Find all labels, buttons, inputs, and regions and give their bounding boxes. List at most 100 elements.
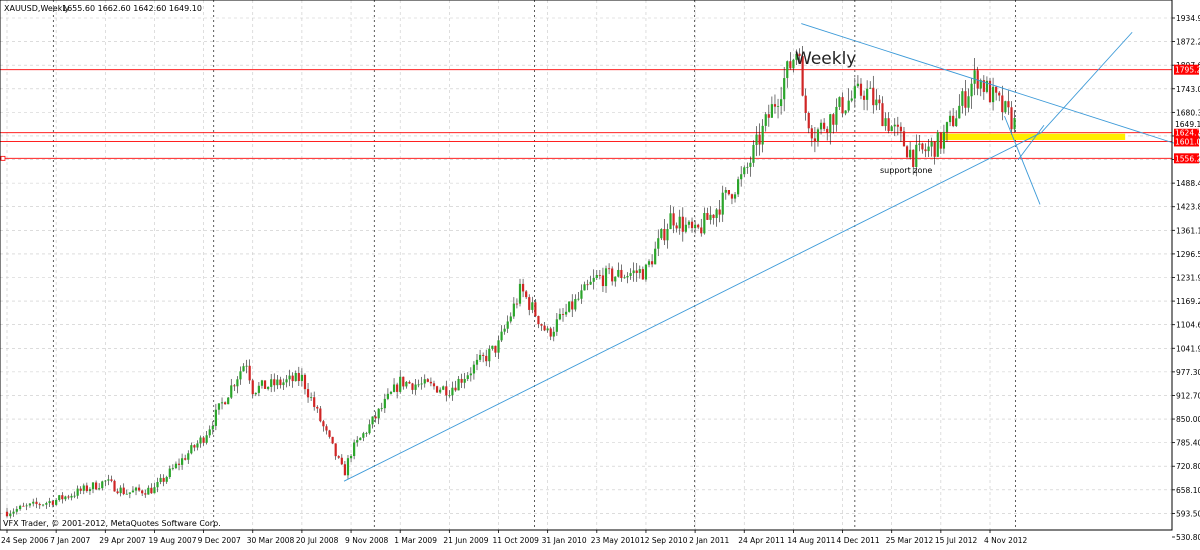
x-tick-label: 1 Mar 2009 bbox=[394, 536, 437, 545]
candle-body bbox=[442, 386, 445, 390]
candle-body bbox=[177, 463, 181, 465]
candle-body bbox=[500, 331, 503, 341]
current-price-tag-bg bbox=[1174, 118, 1199, 129]
candle-body bbox=[675, 225, 678, 229]
x-tick-label: 4 Dec 2011 bbox=[837, 536, 880, 545]
candle-body bbox=[463, 378, 466, 383]
candle-body bbox=[810, 128, 813, 139]
y-tick-label: 720.80 bbox=[1176, 462, 1200, 471]
candle-body bbox=[1001, 95, 1004, 113]
candle-body bbox=[439, 389, 442, 393]
candle-body bbox=[518, 283, 522, 304]
x-tick-label: 7 Jan 2007 bbox=[50, 536, 90, 545]
candle-body bbox=[38, 504, 41, 506]
candle-body bbox=[306, 389, 310, 398]
candle-body bbox=[445, 386, 448, 396]
candle-body bbox=[561, 314, 565, 315]
candle-body bbox=[604, 268, 608, 287]
y-tick-label: 1423.80 bbox=[1176, 203, 1200, 212]
candle-body bbox=[847, 100, 850, 111]
x-tick-label: 15 Jul 2012 bbox=[935, 536, 978, 545]
candle-body bbox=[316, 406, 319, 409]
candle-body bbox=[654, 248, 657, 265]
candle-body bbox=[767, 114, 770, 118]
candle-body bbox=[12, 511, 15, 514]
candle-body bbox=[337, 456, 340, 458]
candle-body bbox=[942, 131, 946, 149]
candle-body bbox=[432, 383, 436, 387]
candle-body bbox=[552, 331, 555, 337]
candle-body bbox=[88, 489, 92, 492]
x-tick-label: 14 Aug 2011 bbox=[787, 536, 835, 545]
candle-body bbox=[303, 374, 307, 390]
level-anchor-marker bbox=[0, 155, 6, 161]
candle-body bbox=[322, 421, 325, 427]
candle-body bbox=[973, 70, 976, 84]
candle-body bbox=[884, 118, 887, 127]
candle-body bbox=[829, 114, 832, 133]
x-tick-label: 9 Nov 2008 bbox=[345, 536, 388, 545]
candle-body bbox=[254, 392, 257, 395]
candle-body bbox=[991, 86, 995, 103]
candle-body bbox=[715, 209, 718, 218]
x-tick-label: 11 Oct 2009 bbox=[493, 536, 540, 545]
candle-body bbox=[334, 443, 337, 457]
candle-body bbox=[580, 290, 583, 299]
y-tick-label: 977.30 bbox=[1176, 368, 1200, 377]
candle-body bbox=[899, 126, 903, 132]
y-tick-label: 1934.90 bbox=[1176, 14, 1200, 23]
candle-body bbox=[28, 503, 32, 506]
candle-body bbox=[859, 83, 863, 96]
candle-body bbox=[122, 487, 125, 495]
x-tick-label: 20 Jul 2008 bbox=[296, 536, 339, 545]
candle-body bbox=[248, 365, 251, 381]
candle-body bbox=[506, 321, 509, 329]
candle-body bbox=[460, 378, 463, 383]
candle-body bbox=[294, 372, 297, 382]
candle-body bbox=[635, 270, 638, 273]
candle-body bbox=[51, 501, 54, 505]
candle-body bbox=[896, 124, 899, 127]
candle-body bbox=[577, 298, 580, 300]
candle-body bbox=[297, 372, 300, 382]
candle-body bbox=[1013, 117, 1016, 130]
candle-body bbox=[85, 485, 88, 492]
trendline bbox=[1017, 124, 1045, 161]
annotation-support-zone: support zone bbox=[880, 166, 932, 175]
candle-body bbox=[875, 99, 878, 106]
candle-body bbox=[497, 340, 500, 353]
candle-body bbox=[614, 276, 617, 282]
date-axis: 24 Sep 2006 7 Jan 2007 29 Apr 2007 19 Aug 2… bbox=[1, 530, 1027, 545]
candle-body bbox=[402, 376, 405, 387]
candle-body bbox=[119, 487, 122, 494]
candle-body bbox=[982, 80, 985, 92]
candle-body bbox=[758, 134, 761, 145]
candle-body bbox=[426, 379, 429, 382]
candle-body bbox=[869, 87, 872, 89]
candle-body bbox=[850, 98, 853, 101]
candle-body bbox=[310, 397, 313, 399]
x-tick-label: 31 Jan 2010 bbox=[542, 536, 587, 545]
candle-body bbox=[325, 426, 328, 431]
candle-body bbox=[543, 325, 546, 331]
candle-body bbox=[546, 328, 549, 331]
candle-body bbox=[816, 129, 820, 142]
candle-body bbox=[826, 128, 829, 133]
candle-body bbox=[952, 115, 955, 127]
candle-body bbox=[832, 114, 835, 125]
candle-body bbox=[202, 437, 205, 443]
candle-body bbox=[478, 354, 482, 360]
candle-body bbox=[694, 224, 697, 229]
candle-body bbox=[930, 141, 933, 147]
candle-body bbox=[985, 80, 989, 92]
candle-body bbox=[128, 492, 131, 494]
candle-body bbox=[512, 303, 515, 317]
candle-body bbox=[165, 476, 168, 482]
x-tick-label: 23 May 2010 bbox=[591, 536, 640, 545]
x-tick-label: 24 Apr 2011 bbox=[738, 536, 785, 545]
candle-body bbox=[924, 149, 927, 152]
candle-body bbox=[242, 366, 245, 372]
candle-body bbox=[967, 96, 970, 108]
candle-body bbox=[25, 505, 28, 507]
